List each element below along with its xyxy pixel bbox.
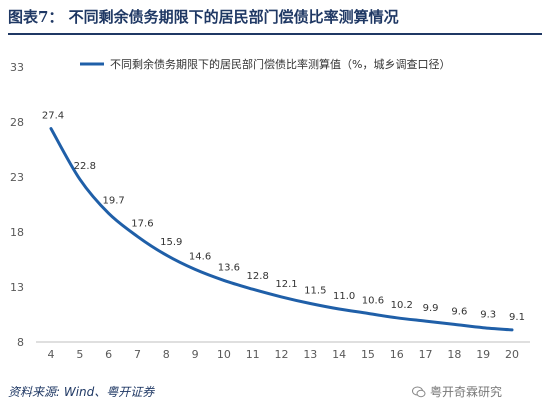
y-tick-label: 8 [17,336,24,349]
x-tick-label: 7 [134,348,141,361]
y-tick-label: 23 [10,171,24,184]
watermark-text: 粤开奇霖研究 [430,385,503,399]
data-label: 13.6 [218,262,240,273]
y-tick-label: 33 [10,61,24,74]
figure-title: 图表7： 不同剩余债务期限下的居民部门偿债比率测算情况 [8,8,399,26]
data-label: 12.8 [247,271,269,282]
x-tick-label: 5 [76,348,83,361]
x-tick-label: 4 [48,348,55,361]
x-tick-label: 10 [217,348,231,361]
wechat-icon [412,386,426,397]
x-tick-label: 19 [476,348,490,361]
data-label: 14.6 [189,251,211,262]
data-label: 9.1 [509,312,525,323]
x-tick-label: 13 [303,348,317,361]
x-tick-label: 6 [105,348,112,361]
source-note: 资料来源: Wind、粤开证券 [8,385,155,399]
data-label: 12.1 [275,279,297,290]
x-tick-label: 11 [246,348,260,361]
legend-label: 不同剩余债务期限下的居民部门偿债比率测算值（%，城乡调查口径） [110,57,450,71]
y-axis: 8 13 18 23 28 33 [10,61,24,349]
series-line [49,127,514,332]
data-label: 22.8 [74,161,96,172]
x-tick-label: 16 [390,348,404,361]
data-label: 11.5 [304,286,326,297]
x-tick-labels: 4 5 6 7 8 9 10 11 12 13 14 15 16 17 18 19 20 [48,348,520,361]
x-tick-label: 12 [275,348,289,361]
data-labels: 27.4 22.8 19.7 17.6 15.9 14.6 13.6 12.8 12.1 11.5… [42,111,525,323]
data-label: 19.7 [102,195,124,206]
x-tick-label: 17 [419,348,433,361]
data-label: 9.6 [451,306,467,317]
x-tick-label: 9 [192,348,199,361]
x-tick-label: 15 [361,348,375,361]
x-tick-label: 8 [163,348,170,361]
data-label: 17.6 [131,218,153,229]
data-label: 10.6 [362,295,384,306]
y-tick-label: 13 [10,281,24,294]
x-tick-label: 20 [505,348,519,361]
data-label: 9.3 [480,310,496,321]
watermark: 粤开奇霖研究 [412,383,502,400]
x-tick-label: 18 [447,348,461,361]
title-divider [8,33,542,35]
x-tick-label: 14 [332,348,346,361]
y-tick-label: 28 [10,116,24,129]
data-label: 11.0 [333,291,355,302]
data-label: 27.4 [42,111,64,122]
y-tick-label: 18 [10,226,24,239]
line-chart: 不同剩余债务期限下的居民部门偿债比率测算值（%，城乡调查口径） 8 13 18 23 2… [10,57,530,361]
data-label: 15.9 [160,237,182,248]
data-label: 10.2 [391,300,413,311]
data-label: 9.9 [423,303,439,314]
legend: 不同剩余债务期限下的居民部门偿债比率测算值（%，城乡调查口径） [80,57,450,71]
